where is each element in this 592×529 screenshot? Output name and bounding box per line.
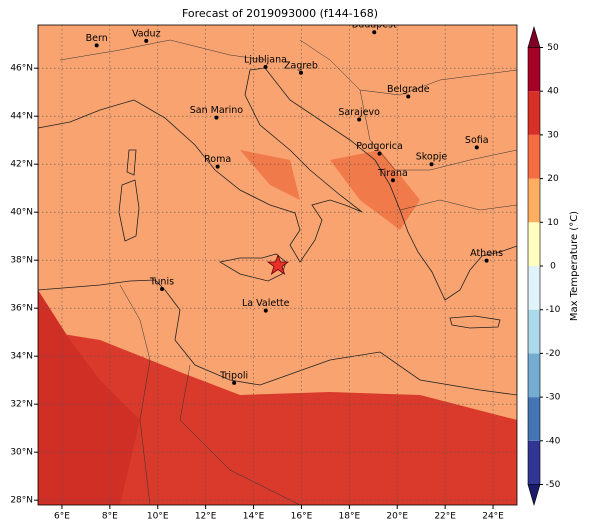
colorbar-swatch <box>528 47 540 92</box>
city-dot <box>406 94 411 99</box>
city-label: Athens <box>470 248 503 259</box>
sea <box>38 67 517 396</box>
city-dot <box>214 115 219 120</box>
borders <box>59 39 517 505</box>
city-label: Budapest <box>352 20 397 31</box>
city-dot <box>377 151 382 156</box>
colorbar-tick-label: 10 <box>547 218 559 228</box>
colorbar-swatch <box>528 91 540 135</box>
city-label: Roma <box>204 154 231 165</box>
colorbar-swatch <box>528 309 540 354</box>
city-dot <box>429 162 434 167</box>
colorbar-extend-min <box>527 484 541 507</box>
city-dot <box>390 178 395 183</box>
lat-tick-label: 44°N <box>10 112 33 122</box>
city-label: Bern <box>86 33 108 44</box>
city-dot <box>263 65 268 69</box>
colorbar-swatch <box>528 440 540 485</box>
lat-tick-label: 34°N <box>10 352 33 362</box>
lat-tick-label: 28°N <box>10 496 33 506</box>
colorbar: -50 -40 -30 -20 -10 0 10 20 30 40 50 <box>527 25 561 507</box>
city-label: Sarajevo <box>338 107 380 118</box>
city-dot <box>372 30 377 35</box>
lat-tick-label: 40°N <box>10 208 33 218</box>
city-dot <box>357 117 362 122</box>
colorbar-swatch <box>528 397 540 441</box>
colorbar-swatch <box>528 353 540 398</box>
lon-tick-label: 8°E <box>102 512 118 522</box>
lon-tick-label: 12°E <box>195 512 217 522</box>
colorbar-tick-label: -30 <box>546 393 561 403</box>
city-label: Sofia <box>465 135 489 146</box>
crete <box>449 315 501 329</box>
colorbar-tick-label: -40 <box>546 436 561 446</box>
city-label: Ljubljana <box>244 55 287 66</box>
lat-tick-label: 42°N <box>10 160 33 170</box>
map-frame <box>37 24 518 506</box>
lat-tick-label: 46°N <box>10 64 33 74</box>
colorbar-tick-label: 40 <box>547 87 559 97</box>
colorbar-swatch <box>528 134 540 179</box>
graticule <box>38 25 517 505</box>
lon-tick-label: 10°E <box>147 512 169 522</box>
city-label: Skopje <box>416 152 448 163</box>
city-label: Tirana <box>377 168 408 179</box>
lon-tick-label: 18°E <box>339 512 361 522</box>
lon-tick-label: 22°E <box>434 512 456 522</box>
colorbar-tick-label: 50 <box>547 43 559 53</box>
colorbar-swatch <box>528 266 540 310</box>
warm-region <box>240 150 420 230</box>
colorbar-tick-label: -20 <box>546 349 561 359</box>
city-label: Belgrade <box>387 84 430 95</box>
city-dot <box>474 145 479 150</box>
lon-tick-label: 24°E <box>482 512 504 522</box>
lon-tick-label: 16°E <box>291 512 313 522</box>
city-label: Zagreb <box>284 60 318 71</box>
city-dot <box>298 70 303 75</box>
city-label: Vaduz <box>132 28 161 39</box>
colorbar-tick-label: 0 <box>550 262 556 272</box>
colorbar-swatch <box>528 178 540 223</box>
city-dot <box>215 164 220 169</box>
city-label: La Valette <box>242 298 290 309</box>
city-dot <box>144 38 149 43</box>
city-dot <box>263 308 268 313</box>
colorbar-swatch <box>528 222 540 266</box>
corsica <box>126 149 137 176</box>
colorbar-extend-max <box>527 25 541 48</box>
city-dot <box>94 43 99 48</box>
lon-tick-label: 20°E <box>386 512 408 522</box>
lat-tick-label: 30°N <box>10 448 33 458</box>
hot-region <box>38 290 140 505</box>
city-dot <box>484 258 489 263</box>
colorbar-tick-label: -10 <box>546 305 561 315</box>
lat-tick-label: 36°N <box>10 304 33 314</box>
lon-tick-label: 14°E <box>243 512 265 522</box>
city-label: Tunis <box>149 277 174 288</box>
colorbar-tick-label: -50 <box>546 480 561 490</box>
lat-tick-label: 32°N <box>10 400 33 410</box>
city-label: San Marino <box>190 105 243 116</box>
colorbar-tick-label: 30 <box>547 130 559 140</box>
city-label: Podgorica <box>356 141 403 152</box>
lon-tick-label: 6°E <box>54 512 70 522</box>
colorbar-label: Max Temperature (°C) <box>569 211 580 321</box>
lat-tick-label: 38°N <box>10 256 33 266</box>
title: Forecast of 2019093000 (f144-168) <box>182 7 378 20</box>
star-marker <box>266 253 290 276</box>
city-label: Tripoli <box>219 370 248 381</box>
city-dot <box>232 380 237 385</box>
colorbar-tick-label: 20 <box>547 174 559 184</box>
city-dot <box>160 287 165 291</box>
